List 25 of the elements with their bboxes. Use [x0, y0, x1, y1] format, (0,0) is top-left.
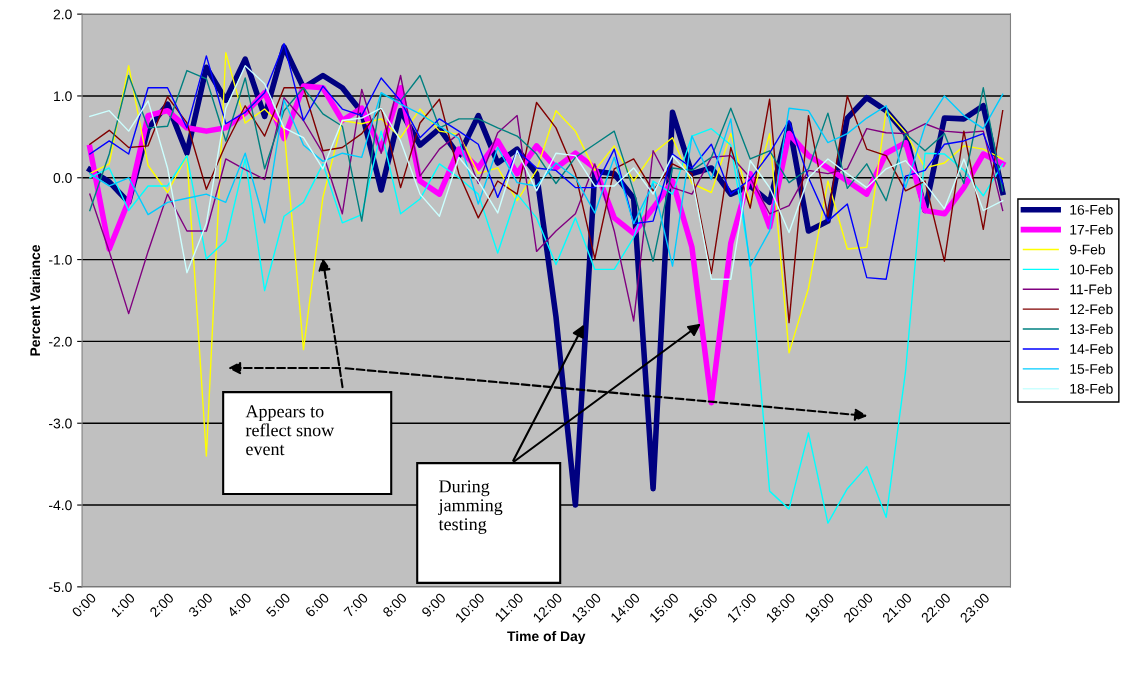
y-tick-label: 1.0 — [54, 91, 72, 102]
y-tick-label: -4.0 — [49, 500, 72, 511]
legend-label: 12-Feb — [1070, 303, 1113, 315]
legend-label: 15-Feb — [1070, 363, 1113, 374]
legend-label: 9-Feb — [1069, 244, 1105, 255]
x-tick-label: 4:00 — [226, 592, 253, 618]
y-tick-label: -5.0 — [49, 582, 72, 593]
legend-label: 16-Feb — [1070, 204, 1113, 215]
x-axis-title: Time of Day — [507, 631, 586, 644]
y-tick-label: -3.0 — [49, 418, 72, 429]
x-tick-label: 7:00 — [343, 592, 369, 618]
y-tick-label: 2.0 — [53, 9, 72, 20]
legend-label: 17-Feb — [1070, 224, 1113, 235]
legend-label: 10-Feb — [1070, 264, 1113, 275]
legend-label: 13-Feb — [1070, 323, 1113, 335]
legend-label: 14-Feb — [1070, 343, 1113, 354]
y-tick-label: -2.0 — [49, 336, 72, 347]
y-axis-title: Percent Variance — [29, 244, 41, 356]
legend-label: 18-Feb — [1070, 383, 1113, 394]
y-tick-label: -1.0 — [49, 254, 72, 265]
legend-label: 11-Feb — [1070, 284, 1112, 295]
y-tick-label: 0.0 — [53, 173, 72, 183]
annotation: During jamming testing — [438, 480, 503, 534]
x-tick-label: 6:00 — [304, 592, 330, 618]
annotation: Appears to reflect snow event — [245, 405, 335, 456]
